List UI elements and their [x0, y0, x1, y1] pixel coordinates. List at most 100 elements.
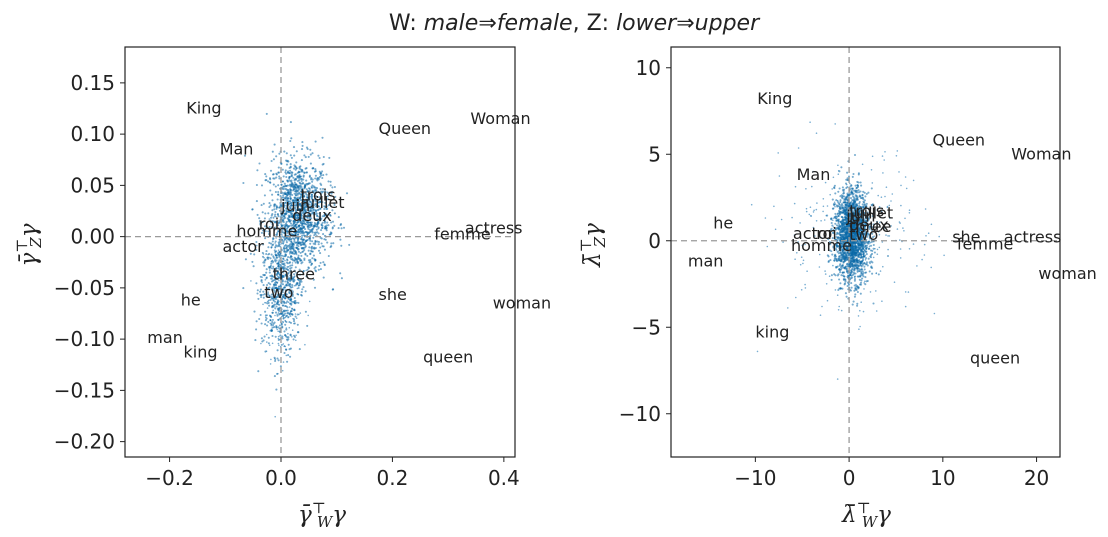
right-cloud-point: [871, 249, 874, 252]
right-cloud-point: [878, 246, 881, 249]
left-cloud-point: [268, 271, 271, 274]
left-cloud-point: [284, 297, 287, 300]
right-cloud-point: [834, 274, 837, 277]
left-cloud-point: [290, 202, 293, 205]
left-cloud-point: [291, 336, 293, 338]
left-cloud-point: [260, 295, 263, 299]
left-cloud-point: [268, 256, 270, 259]
left-cloud-point: [243, 154, 247, 157]
left-cloud-point: [289, 299, 291, 302]
right-cloud-point: [856, 191, 859, 194]
left-cloud-point: [271, 209, 274, 212]
left-cloud-point: [301, 181, 305, 185]
left-cloud-point: [259, 223, 262, 226]
title-w-prefix: W:: [389, 11, 424, 36]
left-cloud-point: [316, 222, 319, 225]
left-cloud-point: [292, 280, 295, 283]
right-cloud-point: [864, 207, 867, 210]
right-cloud-point: [839, 199, 842, 202]
left-cloud-point: [274, 281, 276, 284]
left-cloud-point: [300, 230, 303, 233]
left-cloud-point: [294, 168, 297, 171]
left-cloud-point: [289, 278, 292, 281]
left-cloud-point: [257, 370, 260, 373]
right-cloud-point: [846, 214, 849, 217]
right-cloud-point: [838, 305, 840, 308]
right-cloud-point: [849, 265, 852, 268]
right-cloud-point: [872, 223, 875, 226]
right-cloud-point: [904, 217, 906, 220]
left-cloud-point: [276, 296, 280, 299]
left-cloud-point: [305, 179, 308, 182]
right-cloud-point: [794, 258, 796, 261]
left-cloud-point: [323, 205, 326, 208]
right-x-axis-label: λ̄⊤ Wγ: [841, 499, 891, 531]
left-cloud-point: [309, 200, 312, 203]
right-cloud-point: [903, 230, 905, 232]
left-cloud-point: [253, 310, 256, 313]
left-cloud-point: [287, 188, 290, 192]
left-cloud-point: [333, 212, 336, 215]
left-cloud-point: [333, 185, 336, 189]
left-cloud-point: [282, 296, 285, 299]
left-cloud-point: [273, 259, 277, 262]
right-cloud-point: [834, 212, 837, 215]
right-word-label: homme: [791, 236, 852, 255]
left-cloud-point: [280, 205, 283, 208]
right-cloud-point: [774, 228, 777, 231]
left-cloud-point: [270, 293, 273, 296]
left-cloud-point: [295, 208, 299, 211]
right-cloud-point: [859, 274, 862, 277]
right-cloud-point: [864, 195, 867, 198]
right-cloud-point: [925, 235, 927, 237]
left-cloud-point: [290, 307, 294, 310]
right-cloud-point: [872, 243, 875, 247]
right-cloud-point: [836, 200, 839, 202]
left-cloud-point: [327, 254, 330, 258]
right-cloud-point: [859, 181, 862, 184]
right-word-label: he: [713, 214, 733, 233]
right-x-tick-label: 20: [1024, 466, 1049, 490]
right-cloud-point: [823, 219, 826, 221]
left-cloud-point: [278, 313, 281, 316]
right-cloud-point: [857, 208, 860, 211]
left-cloud-point: [278, 344, 280, 347]
right-cloud-point: [850, 270, 853, 273]
right-cloud-point: [845, 228, 848, 231]
left-cloud-point: [285, 220, 288, 223]
left-cloud-point: [270, 358, 272, 361]
left-cloud-point: [322, 276, 325, 279]
left-cloud-point: [283, 192, 286, 196]
left-cloud-point: [267, 246, 270, 249]
left-cloud-point: [322, 155, 325, 159]
right-cloud-point: [836, 244, 839, 247]
left-cloud-point: [323, 248, 326, 251]
right-cloud-point: [842, 222, 845, 225]
left-cloud-point: [286, 250, 289, 253]
right-cloud-point: [842, 207, 845, 210]
left-word-label: deux: [292, 206, 332, 225]
right-cloud-point: [867, 226, 870, 229]
right-cloud-point: [833, 186, 836, 189]
left-cloud-point: [293, 322, 296, 325]
left-cloud-point: [273, 321, 276, 324]
left-cloud-point: [329, 246, 332, 249]
right-cloud-point: [865, 202, 868, 205]
left-cloud-point: [321, 170, 324, 173]
right-cloud-point: [870, 187, 873, 190]
left-cloud-point: [276, 245, 279, 248]
right-cloud-point: [851, 175, 854, 178]
right-cloud-point: [861, 270, 864, 273]
left-cloud-point: [312, 247, 315, 250]
left-cloud-point: [283, 209, 286, 212]
left-cloud-point: [289, 139, 292, 143]
left-cloud-point: [270, 253, 273, 256]
left-cloud-point: [297, 256, 300, 259]
right-cloud-point: [869, 254, 872, 257]
left-cloud-point: [291, 262, 294, 264]
right-cloud-point: [871, 236, 874, 239]
left-cloud-point: [278, 222, 281, 225]
right-cloud-point: [851, 226, 854, 229]
left-cloud-point: [274, 258, 276, 260]
right-cloud-point: [822, 210, 824, 213]
